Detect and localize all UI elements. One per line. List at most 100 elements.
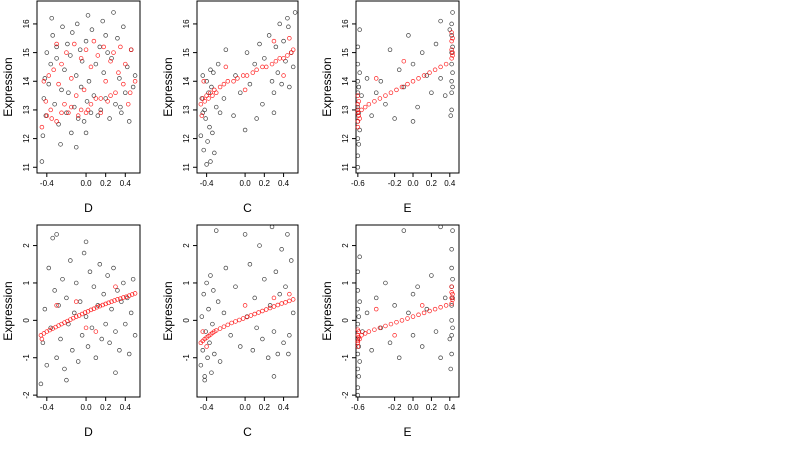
data-point <box>93 355 99 360</box>
data-point <box>260 336 265 342</box>
data-point <box>132 73 138 78</box>
y-tick-label: 15 <box>22 48 31 57</box>
y-tick-label: 12 <box>22 134 31 143</box>
data-point <box>44 113 50 118</box>
data-point <box>433 41 439 47</box>
data-point <box>450 325 455 331</box>
data-point <box>221 310 227 316</box>
data-point <box>54 41 59 47</box>
data-point <box>438 64 443 70</box>
data-point <box>51 67 56 73</box>
data-point <box>449 333 454 338</box>
data-point <box>450 36 455 41</box>
data-point <box>98 96 104 101</box>
data-point <box>356 314 362 319</box>
data-point <box>88 110 94 116</box>
data-point <box>427 70 432 75</box>
data-point <box>269 61 275 67</box>
y-tick-label: -1 <box>22 354 31 362</box>
x-tick-label: 0.0 <box>407 179 419 188</box>
data-point <box>203 116 208 121</box>
data-point <box>244 314 250 320</box>
data-point <box>406 33 411 38</box>
data-point <box>113 329 118 334</box>
data-point <box>85 344 91 349</box>
data-point <box>449 284 454 289</box>
series-fitted <box>198 36 296 118</box>
x-axis-title: E <box>403 425 411 439</box>
data-point <box>275 302 281 308</box>
data-point <box>94 305 100 310</box>
data-point <box>83 47 89 52</box>
data-point <box>42 76 48 81</box>
data-point <box>260 101 265 107</box>
data-point <box>54 119 59 124</box>
y-axis-title: Expression <box>161 57 175 116</box>
data-point <box>88 307 94 313</box>
data-point <box>355 90 361 95</box>
x-tick-label: 0.4 <box>120 179 132 188</box>
data-point <box>205 139 210 144</box>
data-point <box>73 280 79 286</box>
data-point <box>206 306 211 312</box>
data-point <box>223 265 229 271</box>
y-tick-label: 1 <box>341 280 350 285</box>
data-point <box>286 351 291 357</box>
data-point <box>121 81 126 87</box>
data-point <box>48 61 53 67</box>
x-tick-label: 0.4 <box>444 179 456 188</box>
data-point <box>424 306 430 312</box>
data-point <box>357 70 362 75</box>
data-point <box>66 321 71 327</box>
data-point <box>93 329 99 334</box>
data-point <box>448 113 453 118</box>
y-tick-label: 11 <box>182 163 191 172</box>
data-point <box>233 319 238 324</box>
series-fitted <box>38 284 138 342</box>
data-point <box>64 110 69 116</box>
data-point <box>223 64 229 70</box>
data-point <box>450 297 455 303</box>
data-point <box>442 295 448 301</box>
data-point <box>215 61 221 67</box>
data-point <box>82 310 88 315</box>
data-point <box>86 79 92 84</box>
y-tick-label: 13 <box>22 105 31 114</box>
data-point <box>59 61 64 67</box>
data-point <box>410 79 416 84</box>
data-point <box>43 99 49 104</box>
data-point <box>287 84 292 90</box>
data-point <box>271 304 277 309</box>
data-point <box>123 321 128 327</box>
data-point <box>355 101 361 107</box>
data-point <box>121 295 126 300</box>
data-point <box>260 308 265 314</box>
data-point <box>108 93 113 98</box>
data-point <box>200 329 206 334</box>
data-point <box>366 101 372 107</box>
data-point <box>217 326 223 331</box>
data-point <box>362 331 368 336</box>
data-point <box>356 374 362 379</box>
data-point <box>50 33 55 38</box>
data-point <box>117 76 122 81</box>
series-fitted <box>198 291 296 349</box>
data-point <box>211 70 216 75</box>
data-point <box>262 56 267 61</box>
x-tick-label: -0.4 <box>40 179 54 188</box>
data-point <box>450 70 455 75</box>
data-point <box>256 310 261 315</box>
data-point <box>132 79 138 84</box>
scatter-panel-3: -0.6 -0.2 0.0 0.2 0.4 11 12 13 14 15 16 E Expression <box>320 0 460 215</box>
data-point <box>129 292 135 297</box>
data-point <box>357 254 362 260</box>
data-point <box>118 44 123 50</box>
data-point <box>406 310 411 316</box>
data-point <box>103 33 108 38</box>
data-point <box>73 299 79 304</box>
data-point <box>233 284 238 289</box>
data-point <box>357 336 362 342</box>
data-point <box>41 79 47 84</box>
data-point <box>83 110 89 116</box>
data-point <box>221 324 227 329</box>
